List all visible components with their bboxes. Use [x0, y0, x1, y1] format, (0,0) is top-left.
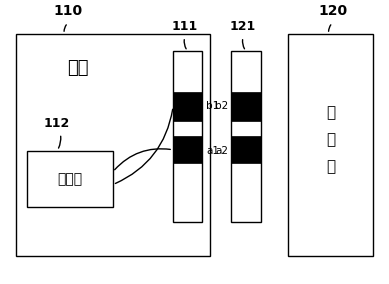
- Bar: [231, 92, 261, 121]
- Bar: [231, 136, 261, 163]
- Text: 控制器: 控制器: [58, 172, 82, 186]
- Text: 121: 121: [230, 20, 256, 34]
- Text: a1: a1: [206, 145, 219, 156]
- Bar: [288, 34, 373, 256]
- Bar: [173, 92, 202, 121]
- Text: b1: b1: [206, 101, 219, 111]
- Text: a2: a2: [216, 145, 229, 156]
- Text: b2: b2: [216, 101, 229, 111]
- Bar: [27, 151, 113, 207]
- Bar: [173, 136, 202, 163]
- Bar: [173, 51, 202, 222]
- Bar: [231, 51, 261, 222]
- Text: 120: 120: [318, 4, 347, 18]
- Text: 主板: 主板: [67, 59, 89, 77]
- Text: 111: 111: [172, 20, 198, 34]
- Text: 110: 110: [54, 4, 82, 18]
- Text: 对
接
板: 对 接 板: [326, 105, 335, 174]
- Text: 112: 112: [43, 117, 70, 130]
- Bar: [16, 34, 210, 256]
